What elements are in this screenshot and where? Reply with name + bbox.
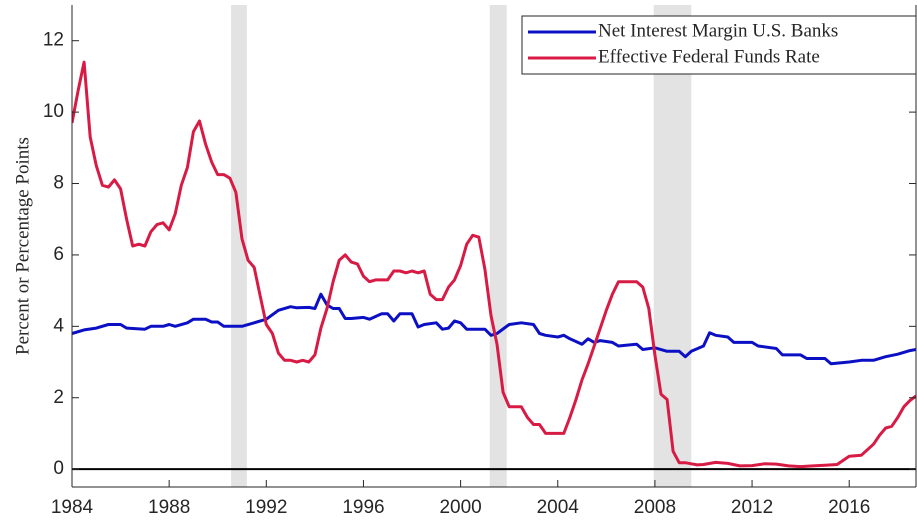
x-tick-label: 2008 — [634, 497, 676, 518]
y-tick-label: 6 — [53, 244, 64, 265]
y-tick-label: 4 — [53, 315, 64, 336]
y-tick-label: 8 — [53, 173, 64, 194]
legend-label: Net Interest Margin U.S. Banks — [598, 20, 838, 41]
x-tick-label: 1996 — [342, 497, 384, 518]
y-tick-label: 0 — [53, 458, 64, 479]
series-line — [72, 292, 916, 366]
x-tick-label: 1992 — [245, 497, 287, 518]
recession-band — [231, 5, 247, 487]
x-tick-label: 2000 — [439, 497, 481, 518]
recession-band — [653, 5, 692, 487]
legend-box — [521, 15, 917, 75]
x-tick-label: 2012 — [731, 497, 773, 518]
x-tick-label: 1988 — [148, 497, 190, 518]
recession-band — [489, 5, 507, 487]
x-tick-label: 2004 — [537, 497, 580, 518]
y-axis-label: Percent or Percentage Points — [12, 137, 33, 355]
x-tick-label: 2016 — [828, 497, 870, 518]
x-tick-label: 1984 — [51, 497, 94, 518]
series-line — [72, 60, 916, 469]
legend: Net Interest Margin U.S. Banks Effective … — [521, 15, 917, 75]
legend-label: Effective Federal Funds Rate — [598, 46, 820, 67]
y-tick-label: 12 — [43, 30, 64, 51]
y-tick-label: 2 — [53, 387, 64, 408]
y-tick-label: 10 — [43, 101, 64, 122]
